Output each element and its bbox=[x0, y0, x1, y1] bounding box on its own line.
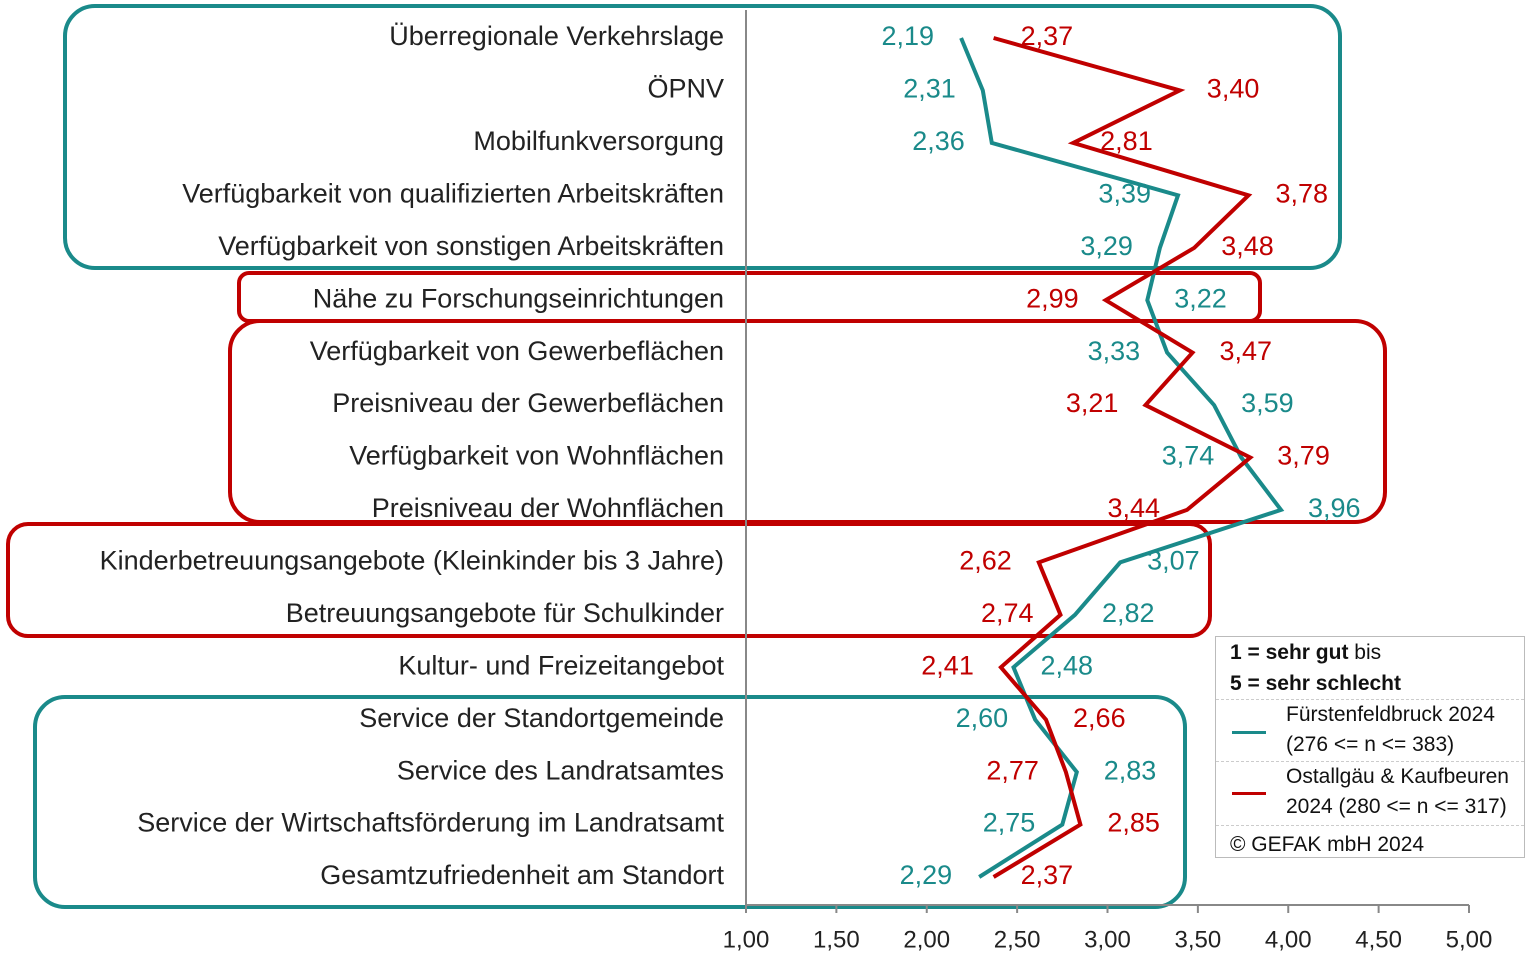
x-tick-label: 1,50 bbox=[813, 926, 860, 953]
category-label: Gesamtzufriedenheit am Standort bbox=[320, 860, 724, 890]
value-label: 2,31 bbox=[903, 74, 956, 104]
category-label: Verfügbarkeit von sonstigen Arbeitskräft… bbox=[218, 231, 724, 261]
value-label: 3,79 bbox=[1277, 441, 1330, 471]
value-label: 2,36 bbox=[912, 126, 965, 156]
value-label: 2,60 bbox=[956, 703, 1009, 733]
value-label: 3,33 bbox=[1088, 336, 1141, 366]
group-box bbox=[33, 695, 1187, 909]
legend-divider bbox=[1216, 761, 1524, 762]
value-label: 2,48 bbox=[1041, 650, 1094, 680]
value-label: 3,22 bbox=[1174, 283, 1227, 313]
category-label: Service der Wirtschaftsförderung im Land… bbox=[137, 808, 724, 838]
value-label: 2,41 bbox=[921, 650, 974, 680]
value-label: 2,81 bbox=[1100, 126, 1153, 156]
category-label: Preisniveau der Gewerbeflächen bbox=[332, 388, 724, 418]
value-label: 3,96 bbox=[1308, 493, 1361, 523]
x-tick-label: 4,00 bbox=[1265, 926, 1312, 953]
value-label: 2,99 bbox=[1026, 283, 1079, 313]
value-label: 2,74 bbox=[981, 598, 1034, 628]
value-label: 2,62 bbox=[959, 546, 1012, 576]
value-label: 2,29 bbox=[900, 860, 953, 890]
legend-divider bbox=[1216, 825, 1524, 826]
value-label: 2,37 bbox=[1021, 860, 1074, 890]
legend-note: 1 = sehr gut bis bbox=[1230, 641, 1381, 665]
x-tick-label: 2,50 bbox=[994, 926, 1041, 953]
category-label: ÖPNV bbox=[647, 74, 724, 104]
value-label: 2,66 bbox=[1073, 703, 1126, 733]
value-label: 2,75 bbox=[983, 808, 1036, 838]
x-tick-label: 3,00 bbox=[1084, 926, 1131, 953]
value-label: 2,85 bbox=[1107, 808, 1160, 838]
value-label: 2,77 bbox=[986, 755, 1039, 785]
legend-swatch bbox=[1232, 731, 1266, 734]
value-label: 3,48 bbox=[1221, 231, 1274, 261]
category-label: Mobilfunkversorgung bbox=[473, 126, 724, 156]
x-tick-label: 3,50 bbox=[1175, 926, 1222, 953]
x-tick-label: 2,00 bbox=[903, 926, 950, 953]
category-label: Service der Standortgemeinde bbox=[359, 703, 724, 733]
legend-swatch bbox=[1232, 792, 1266, 795]
value-label: 3,40 bbox=[1207, 74, 1260, 104]
value-label: 3,47 bbox=[1219, 336, 1272, 366]
legend: 1 = sehr gut bis 5 = sehr schlecht Fürst… bbox=[1215, 636, 1525, 858]
category-label: Nähe zu Forschungseinrichtungen bbox=[313, 283, 724, 313]
value-label: 2,19 bbox=[882, 21, 935, 51]
group-box bbox=[63, 4, 1342, 270]
value-label: 3,78 bbox=[1275, 178, 1328, 208]
legend-note-joiner: bis bbox=[1354, 641, 1382, 664]
value-label: 2,83 bbox=[1104, 755, 1157, 785]
copyright: © GEFAK mbH 2024 bbox=[1230, 833, 1425, 856]
value-label: 3,59 bbox=[1241, 388, 1294, 418]
series-line bbox=[992, 36, 1254, 879]
legend-note-worst: 5 = sehr schlecht bbox=[1230, 672, 1402, 695]
x-tick-label: 1,00 bbox=[723, 926, 770, 953]
value-label: 2,82 bbox=[1102, 598, 1155, 628]
value-label: 3,74 bbox=[1162, 441, 1215, 471]
category-label: Betreuungsangebote für Schulkinder bbox=[286, 598, 724, 628]
value-label: 3,07 bbox=[1147, 546, 1200, 576]
category-label: Verfügbarkeit von Gewerbeflächen bbox=[310, 336, 724, 366]
value-label: 2,37 bbox=[1021, 21, 1074, 51]
value-label: 3,29 bbox=[1080, 231, 1133, 261]
legend-entry: Fürstenfeldbruck 2024 (276 <= n <= 383) bbox=[1286, 703, 1495, 756]
category-label: Service des Landratsamtes bbox=[397, 755, 724, 785]
series-line bbox=[959, 37, 1285, 879]
category-label: Überregionale Verkehrslage bbox=[389, 21, 724, 51]
category-label: Verfügbarkeit von qualifizierten Arbeits… bbox=[182, 178, 724, 208]
legend-entry: Ostallgäu & Kaufbeuren 2024 (280 <= n <=… bbox=[1286, 765, 1509, 818]
x-tick-label: 5,00 bbox=[1446, 926, 1493, 953]
category-label: Kinderbetreuungsangebote (Kleinkinder bi… bbox=[100, 546, 724, 576]
category-label: Preisniveau der Wohnflächen bbox=[372, 493, 724, 523]
legend-note-best: 1 = sehr gut bbox=[1230, 641, 1349, 664]
category-label: Verfügbarkeit von Wohnflächen bbox=[349, 441, 724, 471]
x-tick-label: 4,50 bbox=[1355, 926, 1402, 953]
group-box bbox=[6, 522, 1212, 638]
value-label: 3,21 bbox=[1066, 388, 1119, 418]
value-label: 3,39 bbox=[1098, 178, 1151, 208]
legend-divider bbox=[1216, 699, 1524, 700]
value-label: 3,44 bbox=[1107, 493, 1160, 523]
category-label: Kultur- und Freizeitangebot bbox=[398, 650, 724, 680]
